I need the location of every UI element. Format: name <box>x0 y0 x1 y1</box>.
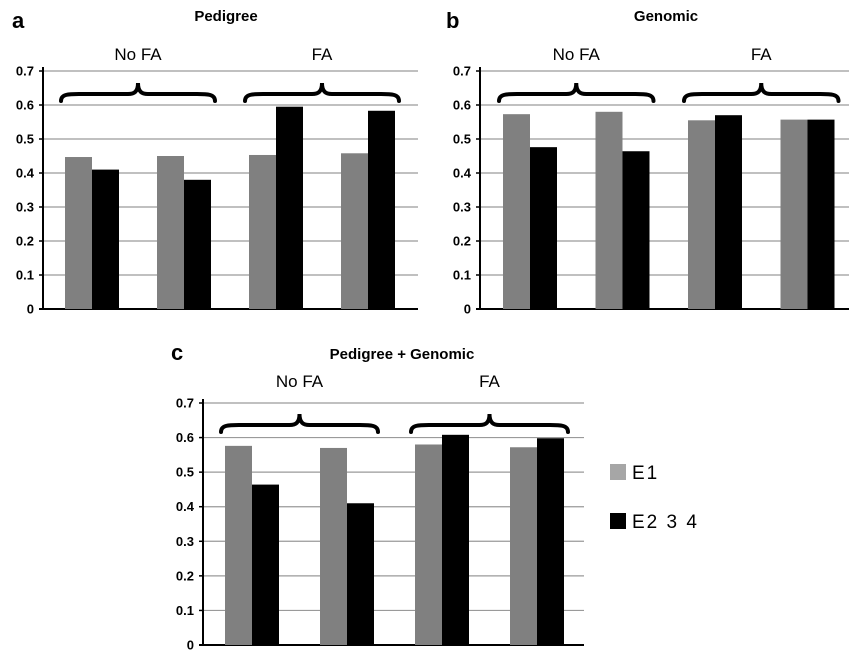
y-tick-label: 0.5 <box>453 132 471 147</box>
chart-panel-a: a Pedigree 0 0.1 0.2 0.3 0.4 0.5 0.6 0.7 No FA FA <box>12 8 418 317</box>
bar-e234-2 <box>622 151 650 309</box>
y-tick-label: 0.7 <box>453 64 471 79</box>
y-tick-label: 0 <box>27 302 34 317</box>
chart-title: Pedigree <box>194 8 257 25</box>
bar-e1-2 <box>595 111 623 309</box>
y-tick-label: 0.3 <box>176 534 194 549</box>
y-tick-label: 0.6 <box>453 98 471 113</box>
y-tick-label: 0.1 <box>176 603 194 618</box>
panel-letter: b <box>446 8 459 33</box>
group-label: FA <box>751 45 772 64</box>
y-tick-label: 0.2 <box>453 234 471 249</box>
group-label: FA <box>479 372 500 391</box>
group-brace <box>219 413 380 434</box>
y-tick-label: 0.6 <box>176 430 194 445</box>
y-tick-label: 0 <box>187 638 194 653</box>
y-tick-label: 0.3 <box>16 200 34 215</box>
y-tick-label: 0.4 <box>176 499 195 514</box>
chart-panel-b: b Genomic 0 0.1 0.2 0.3 0.4 0.5 0.6 0.7 No FA FA <box>446 8 849 317</box>
panel-letter: c <box>171 340 183 365</box>
bar-e234-4 <box>537 438 564 645</box>
legend-label: E2 3 4 <box>632 512 699 533</box>
bar-e1-3 <box>415 444 442 645</box>
group-label: No FA <box>114 45 162 64</box>
bar-e1-1 <box>503 114 530 310</box>
bar-e234-3 <box>442 434 469 645</box>
panel-letter: a <box>12 8 25 33</box>
group-brace <box>409 413 570 434</box>
y-tick-label: 0.6 <box>16 98 34 113</box>
group-brace <box>243 82 401 103</box>
legend-swatch <box>610 513 626 529</box>
chart-title: Pedigree + Genomic <box>330 346 475 363</box>
y-tick-label: 0.1 <box>453 268 471 283</box>
chart-panel-c: c Pedigree + Genomic 0 0.1 0.2 0.3 0.4 0.5 0.6 0.… <box>171 340 584 653</box>
bar-e1-4 <box>341 153 368 309</box>
bar-e1-1 <box>65 157 92 309</box>
y-tick-label: 0.7 <box>176 396 194 411</box>
y-tick-label: 0.5 <box>16 132 34 147</box>
y-tick-label: 0.3 <box>453 200 471 215</box>
bar-e234-4 <box>807 119 835 310</box>
legend: E1 E2 3 4 <box>610 463 699 533</box>
group-label: No FA <box>553 45 601 64</box>
group-label: No FA <box>276 372 324 391</box>
bar-e234-1 <box>530 147 557 309</box>
legend-label: E1 <box>632 463 659 484</box>
y-tick-label: 0.1 <box>16 268 34 283</box>
chart-title: Genomic <box>634 8 698 25</box>
bar-e1-1 <box>225 445 252 645</box>
y-tick-label: 0.2 <box>16 234 34 249</box>
bar-e234-1 <box>252 484 279 645</box>
bar-e234-3 <box>715 115 742 309</box>
bar-e1-3 <box>249 154 276 309</box>
bar-e234-1 <box>92 169 119 309</box>
y-tick-label: 0.4 <box>453 166 472 181</box>
bar-e1-2 <box>157 156 184 309</box>
legend-swatch <box>610 464 626 480</box>
bar-e234-3 <box>276 106 303 309</box>
bar-e1-4 <box>780 119 808 310</box>
bar-e1-2 <box>320 447 347 645</box>
bar-e1-3 <box>688 120 715 309</box>
bar-e234-2 <box>347 503 374 645</box>
y-tick-label: 0.2 <box>176 568 194 583</box>
y-tick-label: 0.4 <box>16 166 35 181</box>
y-tick-label: 0.5 <box>176 465 194 480</box>
group-brace <box>59 82 217 103</box>
group-label: FA <box>312 45 333 64</box>
y-tick-label: 0.7 <box>16 64 34 79</box>
bar-e234-4 <box>368 110 395 309</box>
bar-e234-2 <box>184 179 211 309</box>
group-brace <box>682 82 841 103</box>
y-tick-label: 0 <box>464 302 471 317</box>
group-brace <box>497 82 656 103</box>
bar-e1-4 <box>510 447 537 645</box>
